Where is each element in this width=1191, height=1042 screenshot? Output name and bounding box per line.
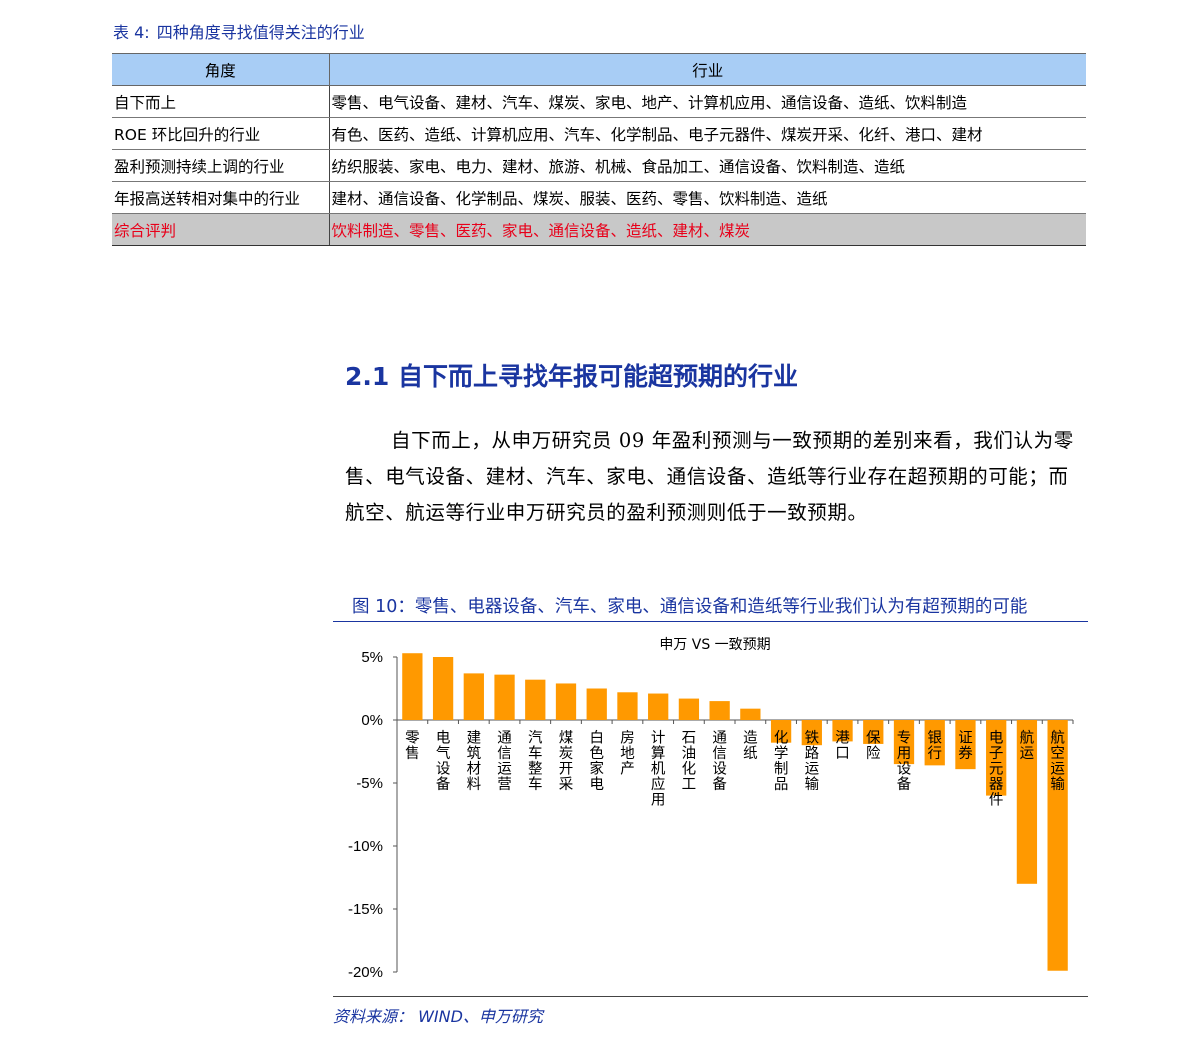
bar <box>740 708 761 720</box>
table-title-label: 表 4: <box>113 23 150 42</box>
bar <box>678 698 700 720</box>
table-row: ROE 环比回升的行业 有色、医药、造纸、计算机应用、汽车、化学制品、电子元器件… <box>112 117 1086 150</box>
bar <box>924 720 945 766</box>
y-tick-label: -20% <box>348 964 383 981</box>
x-tick-label: 通信设备 <box>712 730 727 794</box>
axes: 5% 0% -5% -10% -15% -20% <box>348 649 1074 981</box>
x-tick-label: 银行 <box>927 730 942 763</box>
x-tick-label: 煤炭开采 <box>559 730 574 794</box>
header-industry: 行业 <box>328 53 1086 86</box>
y-tick-label: 5% <box>361 649 383 666</box>
bar <box>648 693 669 720</box>
table-row: 自下而上 零售、电气设备、建材、汽车、煤炭、家电、地产、计算机应用、通信设备、造… <box>112 85 1086 118</box>
bar <box>863 720 884 744</box>
bar <box>617 692 638 720</box>
y-tick-label: -10% <box>348 838 383 855</box>
section-heading: 2.1 自下而上寻找年报可能超预期的行业 <box>345 362 798 391</box>
angle-cell: 盈利预测持续上调的行业 <box>112 149 329 182</box>
bar <box>832 720 853 742</box>
x-tick-label: 零售 <box>405 731 420 763</box>
bar <box>770 720 792 743</box>
bar <box>463 673 484 720</box>
bar <box>402 653 423 720</box>
bar-chart: 申万 VS 一致预期 5% 0% -5% -10% -15% -20% 零售 电气设备 建筑材… <box>348 637 1074 981</box>
x-tick-label: 白色家电 <box>589 730 604 794</box>
x-tick-label: 造纸 <box>743 730 758 763</box>
figure-title: 图 10：零售、电器设备、汽车、家电、通信设备和造纸等行业我们认为有超预期的可能 <box>352 597 1028 617</box>
summary-label: 综合评判 <box>112 213 329 246</box>
bar <box>709 701 730 720</box>
x-tick-label: 专用设备 <box>897 730 912 794</box>
x-tick-label: 铁路运输 <box>805 730 820 794</box>
x-tick-label: 航空运输 <box>1050 730 1065 794</box>
x-tick-label: 汽车整车 <box>528 730 543 794</box>
y-tick-label: -5% <box>356 775 383 792</box>
table-title: 表 4: 四种角度寻找值得关注的行业 <box>113 19 365 43</box>
chart-title: 申万 VS 一致预期 <box>659 637 770 653</box>
x-tick-label: 电气设备 <box>436 730 451 794</box>
bar <box>555 683 577 720</box>
y-tick-label: 0% <box>361 712 383 729</box>
table-row: 年报高送转相对集中的行业 建材、通信设备、化学制品、煤炭、服装、医药、零售、饮料… <box>112 181 1086 214</box>
x-tick-label: 航运 <box>1020 730 1035 763</box>
industry-cell: 建材、通信设备、化学制品、煤炭、服装、医药、零售、饮料制造、造纸 <box>328 181 1086 214</box>
bar <box>1047 720 1068 971</box>
bar <box>432 657 454 720</box>
table-title-text: 四种角度寻找值得关注的行业 <box>156 23 365 42</box>
x-tick-label: 化学制品 <box>774 730 789 794</box>
x-tick-label: 房地产 <box>620 730 635 778</box>
table-header-row: 角度 行业 <box>112 53 1086 86</box>
source-note: 资料来源： WIND、申万研究 <box>333 1007 543 1026</box>
figure-top-rule <box>333 621 1088 622</box>
bar <box>525 679 546 720</box>
table-row: 盈利预测持续上调的行业 纺织服装、家电、电力、建材、旅游、机械、食品加工、通信设… <box>112 149 1086 182</box>
bars <box>402 653 1068 971</box>
x-tick-label: 电子元器件 <box>989 730 1004 809</box>
figure-bottom-rule <box>333 996 1088 997</box>
x-tick-label: 港口 <box>835 730 850 763</box>
x-tick-label: 石油化工 <box>682 731 697 794</box>
x-tick-label: 计算机应用 <box>651 730 666 809</box>
industry-table: 角度 行业 自下而上 零售、电气设备、建材、汽车、煤炭、家电、地产、计算机应用、… <box>112 53 1086 246</box>
summary-row: 综合评判 饮料制造、零售、医药、家电、通信设备、造纸、建材、煤炭 <box>112 213 1086 246</box>
bar <box>586 688 607 720</box>
industry-cell: 纺织服装、家电、电力、建材、旅游、机械、食品加工、通信设备、饮料制造、造纸 <box>328 149 1086 182</box>
bar <box>893 720 915 765</box>
bar <box>494 674 515 720</box>
body-paragraph: 自下而上，从申万研究员 09 年盈利预测与一致预期的差别来看，我们认为零售、电气… <box>345 429 1074 524</box>
y-tick-label: -15% <box>348 901 383 918</box>
x-tick-label: 保险 <box>866 730 881 763</box>
bar <box>801 720 822 746</box>
industry-cell: 零售、电气设备、建材、汽车、煤炭、家电、地产、计算机应用、通信设备、造纸、饮料制… <box>328 85 1086 118</box>
industry-cell: 有色、医药、造纸、计算机应用、汽车、化学制品、电子元器件、煤炭开采、化纤、港口、… <box>328 117 1086 150</box>
x-tick-label: 证券 <box>958 730 973 763</box>
summary-industries: 饮料制造、零售、医药、家电、通信设备、造纸、建材、煤炭 <box>328 213 1086 246</box>
bar <box>1016 720 1038 884</box>
x-tick-label: 建筑材料 <box>467 730 482 794</box>
x-tick-label: 通信运营 <box>497 730 512 794</box>
angle-cell: ROE 环比回升的行业 <box>112 117 329 150</box>
bar <box>955 720 976 770</box>
angle-cell: 自下而上 <box>112 85 329 118</box>
angle-cell: 年报高送转相对集中的行业 <box>112 181 329 214</box>
chart-container: 申万 VS 一致预期 5% 0% -5% -10% -15% -20% 零售 电气设备 建筑材… <box>333 622 1088 1000</box>
header-angle: 角度 <box>112 53 329 86</box>
bar <box>986 720 1007 796</box>
